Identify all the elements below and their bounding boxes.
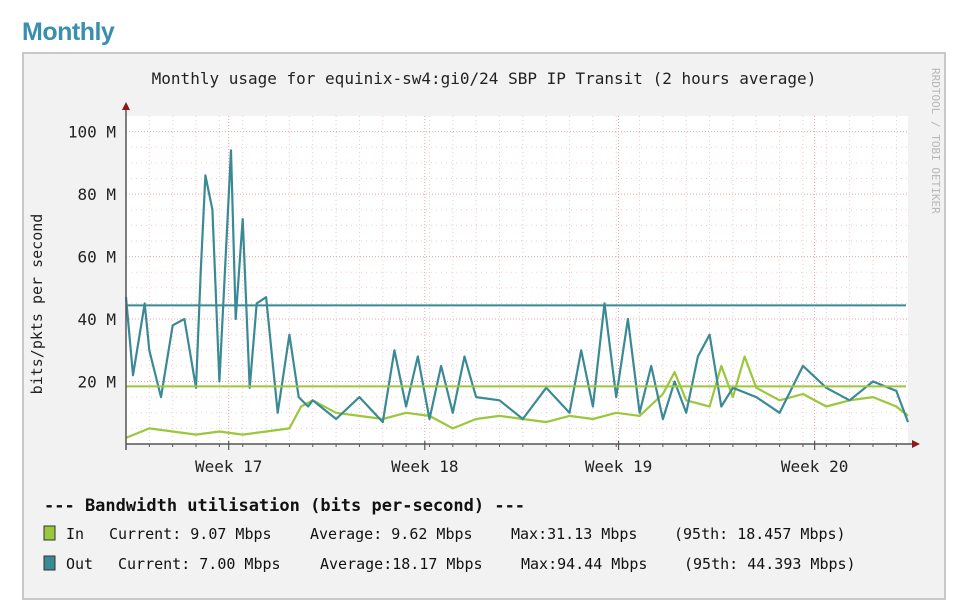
bandwidth-chart: Monthly usage for equinix-sw4:gi0/24 SBP…	[28, 68, 942, 573]
y-tick-label: 80 M	[77, 185, 116, 204]
legend-swatch-out	[43, 555, 56, 571]
series-line-in	[125, 355, 909, 439]
x-tick-labels: Week 17 Week 18 Week 19 Week 20	[195, 457, 848, 476]
legend-row-out: Out Current: 7.00 Mbps Average:18.17 Mbp…	[43, 555, 856, 573]
legend-name-out: Out	[66, 555, 93, 573]
plot-area	[126, 116, 908, 444]
x-tick-label: Week 19	[585, 457, 652, 476]
legend-p95-out: (95th: 44.393 Mbps)	[684, 555, 856, 573]
legend-name-in: In	[66, 525, 84, 543]
y-tick-label: 20 M	[77, 373, 116, 392]
legend-current-out: Current: 7.00 Mbps	[118, 555, 281, 573]
legend-current-in: Current: 9.07 Mbps	[109, 525, 272, 543]
chart-title: Monthly usage for equinix-sw4:gi0/24 SBP…	[152, 69, 817, 88]
legend-max-out: Max:94.44 Mbps	[521, 555, 647, 573]
legend-average-out: Average:18.17 Mbps	[320, 555, 483, 573]
legend-row-in: In Current: 9.07 Mbps Average: 9.62 Mbps…	[43, 525, 846, 543]
legend-heading: --- Bandwidth utilisation (bits per-seco…	[44, 496, 525, 516]
series-line-out	[124, 149, 910, 424]
x-axis-arrow	[912, 440, 920, 448]
section-heading: Monthly	[22, 18, 115, 46]
percentile-lines	[126, 304, 906, 388]
legend-p95-in: (95th: 18.457 Mbps)	[674, 525, 846, 543]
watermark: RRDTOOL / TOBI OETIKER	[929, 68, 942, 214]
y-tick-label: 100 M	[68, 123, 116, 142]
x-tick-label: Week 18	[391, 457, 458, 476]
x-tick-label: Week 20	[781, 457, 848, 476]
x-tick-label: Week 17	[195, 457, 262, 476]
y-tick-label: 60 M	[77, 248, 116, 267]
series-lines	[124, 149, 910, 439]
y-tick-labels: 20 M 40 M 60 M 80 M 100 M	[68, 123, 116, 392]
legend-average-in: Average: 9.62 Mbps	[310, 525, 473, 543]
y-tick-label: 40 M	[77, 310, 116, 329]
y-axis-label: bits/pkts per second	[28, 214, 46, 395]
graph-frame: Monthly usage for equinix-sw4:gi0/24 SBP…	[22, 52, 946, 600]
legend-max-in: Max:31.13 Mbps	[511, 525, 637, 543]
grid	[126, 116, 908, 444]
legend-swatch-in	[43, 525, 56, 541]
y-axis-arrow	[122, 102, 130, 110]
axes	[122, 102, 920, 450]
